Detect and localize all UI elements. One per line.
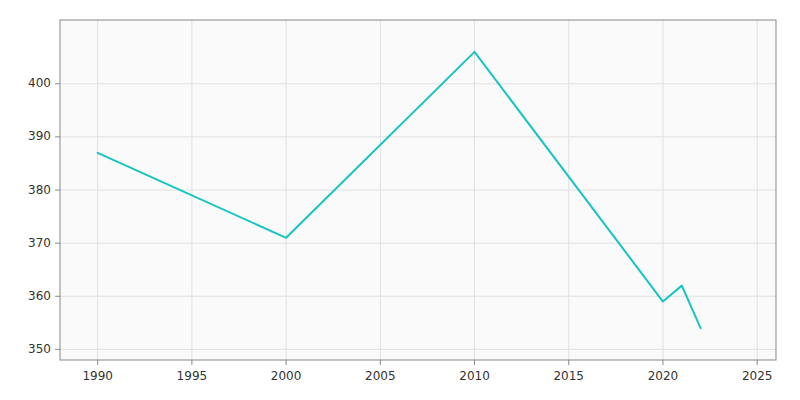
x-tick-label: 1990 — [82, 369, 113, 383]
y-tick-label: 360 — [28, 289, 51, 303]
x-tick — [757, 360, 758, 365]
chart-container: 1990 1995 2000 2005 2010 2015 2020 2025 350 360 37… — [0, 0, 800, 400]
plot-frame — [60, 20, 776, 360]
x-tick-label: 2010 — [459, 369, 490, 383]
x-tick — [191, 360, 192, 365]
x-tick — [568, 360, 569, 365]
x-tick-label: 1995 — [177, 369, 208, 383]
y-grid-line — [60, 190, 776, 191]
x-tick-label: 2005 — [365, 369, 396, 383]
y-tick — [55, 190, 60, 191]
page: {"chart_data": {"type": "line", "x": [19… — [0, 0, 800, 400]
y-tick-label: 350 — [28, 342, 51, 356]
y-tick-label: 370 — [28, 236, 51, 250]
y-grid-line — [60, 83, 776, 84]
y-tick-label: 390 — [28, 129, 51, 143]
y-tick-label: 380 — [28, 183, 51, 197]
x-tick-label: 2020 — [648, 369, 679, 383]
y-grid-line — [60, 136, 776, 137]
x-tick — [474, 360, 475, 365]
x-tick — [97, 360, 98, 365]
y-tick — [55, 296, 60, 297]
data-layer — [98, 52, 701, 328]
x-tick-label: 2015 — [553, 369, 584, 383]
line — [98, 52, 701, 328]
y-tick — [55, 136, 60, 137]
y-tick — [55, 349, 60, 350]
chart: 1990 1995 2000 2005 2010 2015 2020 2025 350 360 37… — [0, 0, 800, 400]
y-grid-line — [60, 243, 776, 244]
x-tick — [380, 360, 381, 365]
y-grid-line — [60, 349, 776, 350]
y-tick — [55, 83, 60, 84]
x-tick — [662, 360, 663, 365]
plot-background — [60, 20, 776, 360]
x-tick-label: 2000 — [271, 369, 302, 383]
grid — [60, 20, 776, 360]
x-tick-label: 2025 — [742, 369, 773, 383]
x-tick — [286, 360, 287, 365]
y-tick — [55, 243, 60, 244]
axes: 1990 1995 2000 2005 2010 2015 2020 2025 350 360 37… — [28, 76, 772, 383]
y-tick-label: 400 — [28, 76, 51, 90]
